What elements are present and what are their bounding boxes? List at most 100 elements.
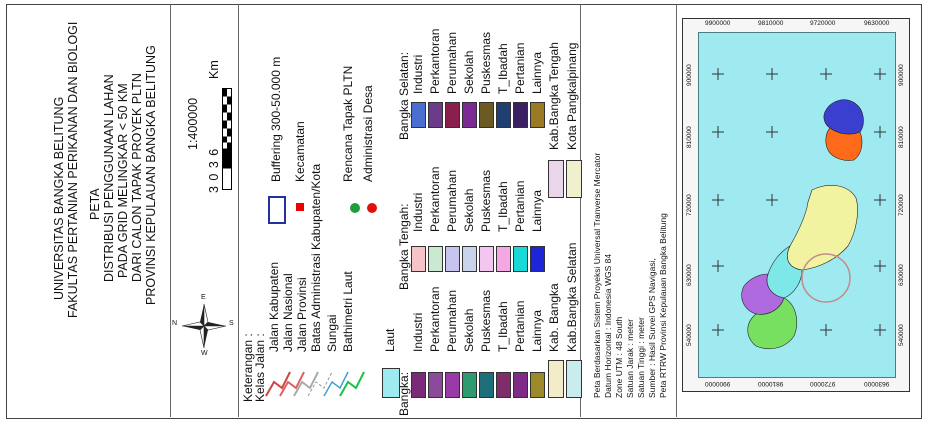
bangka-selatan-landuse-swatch bbox=[496, 102, 511, 128]
pltn-site-icon bbox=[350, 203, 360, 213]
divider bbox=[676, 4, 677, 417]
compass-label-s: S bbox=[229, 320, 234, 327]
grid-cross bbox=[766, 68, 778, 80]
bangka-tengah-landuse-swatch bbox=[411, 246, 426, 272]
grid-label-left: 720000 bbox=[686, 194, 693, 216]
legend-buffer: Buffering 300-50.000 m bbox=[269, 56, 283, 182]
bangka-landuse-swatch bbox=[479, 372, 494, 398]
bangka-landuse-swatch bbox=[445, 372, 460, 398]
grid-cross bbox=[820, 324, 832, 336]
kab-bangka-tengah-swatch bbox=[548, 160, 564, 198]
note-line: Satuan Tinggi : meter bbox=[636, 317, 646, 398]
grid-cross bbox=[712, 68, 724, 80]
map-title-line-2: DISTRIBUSI PENGGUNAAN LAHAN bbox=[102, 74, 116, 282]
grid-label-bottom: 9810000 bbox=[758, 380, 784, 387]
bangka-tengah-landuse-label: Pertanian bbox=[513, 180, 527, 232]
admin-desa-icon bbox=[367, 203, 377, 213]
bangka-selatan-landuse-swatch bbox=[479, 102, 494, 128]
bangka-tengah-landuse-swatch bbox=[496, 246, 511, 272]
grid-cross bbox=[712, 324, 724, 336]
grid-label-right: 540000 bbox=[898, 324, 905, 346]
legend-road-provinsi: Jalan Provinsi bbox=[295, 277, 309, 352]
bangka-tengah-landuse-label: Puskesmas bbox=[479, 169, 493, 232]
bangka-selatan-landuse-label: Puskesmas bbox=[479, 31, 493, 94]
grid-label-top: 9630000 bbox=[864, 20, 890, 27]
map-title-line-4: DARI CALON TAPAK PROYEK PLTN bbox=[130, 73, 144, 282]
grid-cross bbox=[712, 194, 724, 206]
map-title-line-5: PROVINSI KEPULAUAN BANGKA BELITUNG bbox=[144, 45, 158, 305]
note-line: Sumber : Hasil Survei GPS Navigasi, bbox=[647, 258, 657, 398]
divider bbox=[580, 4, 581, 417]
road-nasional-icon bbox=[279, 371, 305, 397]
grid-label-bottom: 9900000 bbox=[705, 380, 731, 387]
bangka-island bbox=[741, 185, 858, 349]
grid-label-top: 9810000 bbox=[758, 20, 784, 27]
bathymetry-icon bbox=[339, 371, 365, 397]
bangka-selatan-landuse-label: Sekolah bbox=[462, 50, 476, 94]
grid-label-top: 9720000 bbox=[810, 20, 836, 27]
legend-sea: Laut bbox=[383, 328, 397, 352]
legend-bangka-selatan-title: Bangka Selatan: bbox=[397, 51, 411, 140]
bangka-selatan-landuse-swatch bbox=[428, 102, 443, 128]
scale-bar bbox=[222, 88, 232, 190]
bangka-landuse-label: Pertanian bbox=[513, 300, 527, 352]
note-line: Datum Horizontal : Indonesia WGS 84 bbox=[603, 253, 613, 398]
grid-cross bbox=[874, 194, 886, 206]
bangka-selatan-landuse-label: Perkantoran bbox=[428, 28, 442, 94]
road-kabupaten-icon bbox=[265, 371, 291, 397]
bangka-selatan-landuse-label: Perumahan bbox=[445, 31, 459, 94]
note-line: Peta Berdasarkan Sistem Proyeksi Univers… bbox=[592, 152, 602, 398]
bangka-landuse-swatch bbox=[428, 372, 443, 398]
boundary-line-icon bbox=[307, 371, 333, 397]
grid-label-right: 630000 bbox=[898, 264, 905, 286]
institution-line-2: FAKULTAS PERTANIAN PERIKANAN DAN BIOLOGI bbox=[66, 21, 80, 318]
scale-ratio: 1:400000 bbox=[186, 97, 200, 150]
bangka-selatan-landuse-label: T_Ibadah bbox=[496, 43, 510, 94]
grid-label-left: 540000 bbox=[686, 324, 693, 346]
kab-bangka-selatan-swatch bbox=[566, 360, 582, 398]
grid-label-right: 900000 bbox=[898, 64, 905, 86]
divider bbox=[170, 4, 171, 417]
bangka-selatan-landuse-swatch bbox=[462, 102, 477, 128]
grid-label-bottom: 9720000 bbox=[810, 380, 836, 387]
institution-line-1: UNIVERSITAS BANGKA BELITUNG bbox=[52, 96, 66, 300]
legend-sea-swatch bbox=[382, 368, 400, 398]
grid-cross bbox=[712, 126, 724, 138]
bangka-landuse-label: Sekolah bbox=[462, 308, 476, 352]
grid-label-left: 900000 bbox=[686, 64, 693, 86]
map-title-line-3: PADA GRID MELINGKAR < 50 KM bbox=[116, 83, 130, 278]
bangka-landuse-swatch bbox=[411, 372, 426, 398]
bangka-selatan-landuse-swatch bbox=[513, 102, 528, 128]
grid-label-bottom: 9630000 bbox=[864, 380, 890, 387]
kota-pangkalpinang-swatch bbox=[566, 160, 582, 198]
bangka-selatan-landuse-label: Pertanian bbox=[513, 42, 527, 94]
note-line: Peta RTRW Provinsi Kepulauan Bangka Beli… bbox=[658, 213, 668, 398]
bangka-landuse-swatch bbox=[462, 372, 477, 398]
scale-unit: Km bbox=[207, 60, 221, 79]
grid-label-top: 9900000 bbox=[705, 20, 731, 27]
kab-bangka-swatch bbox=[548, 360, 564, 398]
legend-road-kabupaten: Jalan Kabupaten bbox=[267, 261, 281, 352]
bangka-tengah-landuse-swatch bbox=[445, 246, 460, 272]
bangka-landuse-label: Industri bbox=[411, 312, 425, 352]
divider bbox=[238, 4, 239, 417]
grid-cross bbox=[874, 260, 886, 272]
buffer-swatch bbox=[268, 196, 286, 224]
bangka-selatan-landuse-label: Industri bbox=[411, 54, 425, 94]
grid-label-left: 630000 bbox=[686, 264, 693, 286]
bangka-landuse-swatch bbox=[530, 372, 545, 398]
belitung-island bbox=[823, 99, 864, 161]
legend-kab-bangka-selatan: Kab.Bangka Selatan bbox=[565, 242, 579, 352]
legend-river: Sungai bbox=[325, 314, 339, 352]
bangka-tengah-landuse-swatch bbox=[530, 246, 545, 272]
road-provinsi-icon bbox=[293, 371, 319, 397]
legend-bangka-tengah-title: Bangka Tengah: bbox=[397, 203, 411, 290]
note-line: Satuan Jarak : meter bbox=[625, 319, 635, 398]
grid-cross bbox=[874, 324, 886, 336]
bangka-tengah-landuse-swatch bbox=[428, 246, 443, 272]
bangka-selatan-landuse-swatch bbox=[445, 102, 460, 128]
grid-label-right: 720000 bbox=[898, 194, 905, 216]
legend-pltn-site: Rencana Tapak PLTN bbox=[341, 65, 355, 182]
grid-label-left: 810000 bbox=[686, 126, 693, 148]
legend-bathymetry: Bathimetri Laut bbox=[341, 271, 355, 352]
